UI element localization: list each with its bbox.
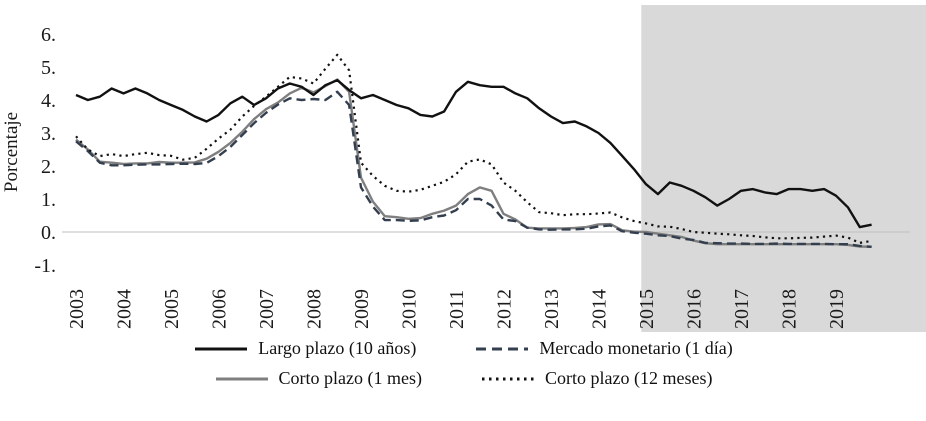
legend-label-largo-plazo: Largo plazo (10 años)	[258, 338, 417, 358]
y-tick-label: 5.	[41, 57, 56, 79]
legend-line-sample-corto-plazo-1mes	[215, 377, 268, 380]
y-tick-label: 2.	[41, 156, 56, 178]
legend-item-mercado-monetario: Mercado monetario (1 día)	[474, 338, 733, 359]
y-tick-label: 0.	[41, 222, 56, 244]
x-tick-label: 2012	[494, 289, 516, 329]
x-tick-label: 2003	[66, 289, 88, 329]
legend-line-sample-mercado-monetario	[476, 347, 529, 350]
x-tick-label: 2017	[731, 289, 753, 329]
x-tick-label: 2008	[304, 289, 326, 329]
chart-plot-area: 6. 5. 4. 3. 2. 1. 0. -1. Porcentaje 2003 2004 2005 2…	[1, 5, 926, 332]
x-tick-label: 2015	[636, 289, 658, 329]
legend-label-corto-plazo-12meses: Corto plazo (12 meses)	[545, 368, 713, 388]
series-line-mercado-monetario-1d	[75, 90, 872, 248]
legend-label-mercado-monetario: Mercado monetario (1 día)	[539, 338, 733, 358]
x-tick-label: 2011	[446, 290, 468, 329]
legend-row-1: Largo plazo (10 años) Mercado monetario …	[193, 338, 733, 359]
x-tick-label: 2004	[114, 289, 136, 329]
legend-line-sample-largo-plazo	[195, 347, 248, 350]
y-axis-title: Porcentaje	[1, 112, 22, 192]
legend-row-2: Corto plazo (1 mes) Corto plazo (12 mese…	[214, 368, 712, 389]
series-line-corto-plazo-1m	[75, 78, 872, 248]
x-tick-label: 2016	[684, 289, 706, 329]
y-tick-label: 4.	[41, 90, 56, 112]
x-tick-label: 2006	[209, 289, 231, 329]
x-tick-label: 2007	[256, 289, 278, 329]
x-tick-label: 2010	[399, 289, 421, 329]
forecast-shaded-region	[641, 5, 926, 332]
legend-item-largo-plazo: Largo plazo (10 años)	[193, 338, 416, 359]
series-line-largo-plazo-10a	[75, 78, 872, 229]
x-tick-label: 2009	[351, 289, 373, 329]
x-tick-label: 2013	[541, 289, 563, 329]
legend-item-corto-plazo-1mes: Corto plazo (1 mes)	[214, 368, 422, 389]
x-tick-label: 2014	[589, 289, 611, 329]
legend-label-corto-plazo-1mes: Corto plazo (1 mes)	[278, 368, 422, 388]
x-tick-label: 2019	[826, 289, 848, 329]
x-tick-label: 2005	[161, 289, 183, 329]
legend-line-sample-corto-plazo-12meses	[482, 377, 534, 380]
y-tick-label: -1.	[34, 255, 56, 277]
y-tick-label: 1.	[41, 189, 56, 211]
x-tick-label: 2018	[779, 289, 801, 329]
y-tick-label: 6.	[41, 24, 56, 46]
legend: Largo plazo (10 años) Mercado monetario …	[0, 338, 926, 389]
legend-item-corto-plazo-12meses: Corto plazo (12 meses)	[480, 368, 712, 389]
y-tick-label: 3.	[41, 123, 56, 145]
